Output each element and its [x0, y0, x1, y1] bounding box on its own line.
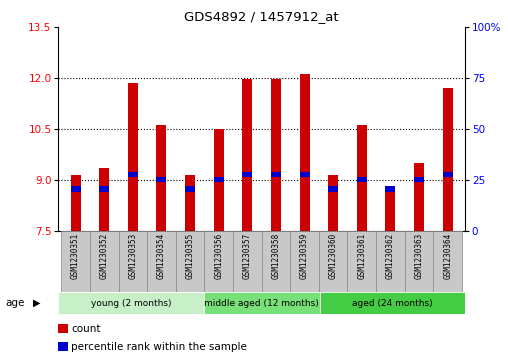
Bar	[357, 177, 367, 182]
Text: GSM1230355: GSM1230355	[185, 232, 195, 279]
Bar	[433, 231, 462, 292]
Bar	[414, 177, 424, 182]
Bar	[61, 231, 90, 292]
Text: GSM1230353: GSM1230353	[129, 232, 137, 279]
Bar	[320, 292, 465, 314]
Text: GSM1230363: GSM1230363	[415, 232, 424, 279]
Text: GSM1230351: GSM1230351	[71, 232, 80, 279]
Bar	[242, 172, 252, 177]
Text: percentile rank within the sample: percentile rank within the sample	[71, 342, 247, 352]
Bar	[242, 79, 252, 231]
Bar	[262, 231, 290, 292]
Text: GSM1230361: GSM1230361	[357, 232, 366, 279]
Text: GSM1230352: GSM1230352	[100, 232, 109, 279]
Bar	[376, 231, 405, 292]
Bar	[357, 125, 367, 231]
Bar	[233, 231, 262, 292]
Text: ▶: ▶	[33, 298, 41, 308]
Bar	[386, 187, 395, 192]
Bar	[290, 231, 319, 292]
Bar	[405, 231, 433, 292]
Bar	[185, 175, 195, 231]
Bar	[176, 231, 204, 292]
Bar	[99, 187, 109, 192]
Bar	[185, 187, 195, 192]
Text: GSM1230359: GSM1230359	[300, 232, 309, 279]
Bar	[442, 87, 453, 231]
Bar	[71, 187, 81, 192]
Text: GSM1230360: GSM1230360	[329, 232, 338, 279]
Bar	[300, 172, 309, 177]
Bar	[414, 163, 424, 231]
Bar	[347, 231, 376, 292]
Text: young (2 months): young (2 months)	[91, 299, 171, 307]
Text: GSM1230358: GSM1230358	[271, 232, 280, 279]
Bar	[214, 129, 224, 231]
Bar	[442, 172, 453, 177]
Bar	[204, 231, 233, 292]
Bar	[214, 177, 224, 182]
Text: GSM1230362: GSM1230362	[386, 232, 395, 279]
Bar	[90, 231, 118, 292]
Text: count: count	[71, 324, 101, 334]
Bar	[128, 172, 138, 177]
Text: GSM1230357: GSM1230357	[243, 232, 252, 279]
Bar	[147, 231, 176, 292]
Bar	[271, 79, 281, 231]
Bar	[71, 175, 81, 231]
Bar	[156, 126, 167, 231]
Bar	[319, 231, 347, 292]
Bar	[58, 292, 204, 314]
Text: age: age	[5, 298, 24, 308]
Bar	[300, 74, 309, 231]
Bar	[118, 231, 147, 292]
Text: aged (24 months): aged (24 months)	[352, 299, 432, 307]
Bar	[271, 172, 281, 177]
Bar	[328, 175, 338, 231]
Bar	[128, 83, 138, 231]
Bar	[204, 292, 320, 314]
Text: GSM1230354: GSM1230354	[157, 232, 166, 279]
Title: GDS4892 / 1457912_at: GDS4892 / 1457912_at	[184, 10, 339, 23]
Bar	[328, 187, 338, 192]
Bar	[99, 168, 109, 231]
Bar	[386, 186, 395, 231]
Bar	[156, 177, 167, 182]
Text: GSM1230364: GSM1230364	[443, 232, 452, 279]
Text: middle aged (12 months): middle aged (12 months)	[204, 299, 319, 307]
Text: GSM1230356: GSM1230356	[214, 232, 223, 279]
